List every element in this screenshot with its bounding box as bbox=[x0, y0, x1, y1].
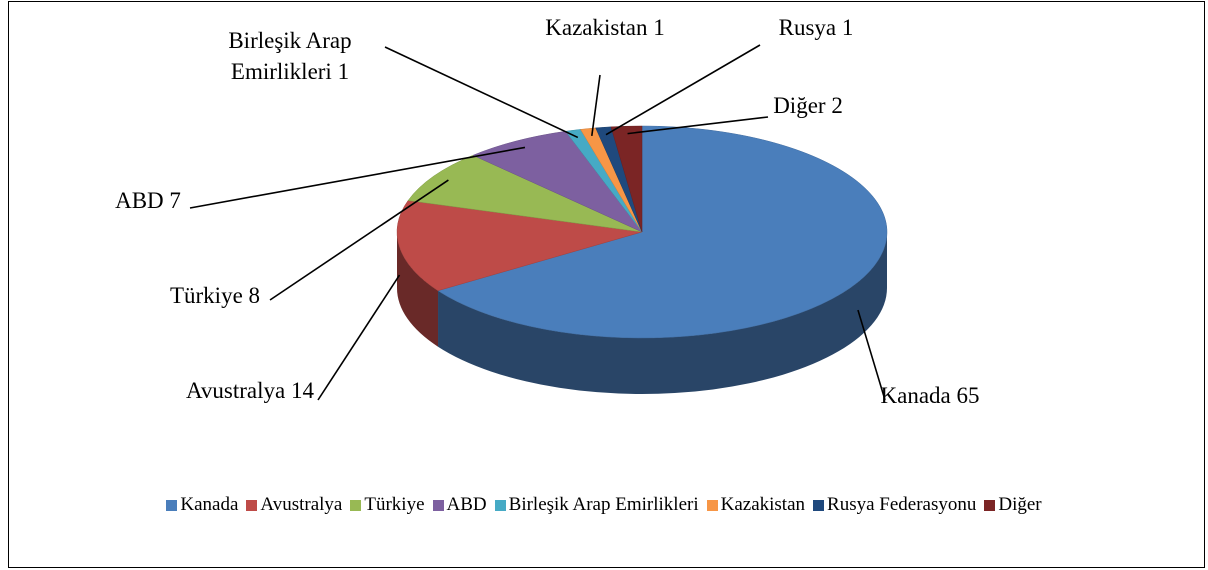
data-label: Diğer 2 bbox=[763, 90, 853, 121]
legend: Kanada Avustralya Türkiye ABD Birleşik Arap … bbox=[0, 494, 1208, 516]
legend-item: Birleşik Arap Emirlikleri bbox=[494, 494, 699, 516]
slice bbox=[396, 200, 643, 291]
data-label-name: Avustralya bbox=[186, 378, 286, 403]
legend-label: Kanada bbox=[180, 494, 239, 515]
leader-line bbox=[627, 116, 769, 135]
slice bbox=[610, 125, 643, 233]
leader-line bbox=[857, 309, 886, 401]
leader-line bbox=[384, 46, 579, 139]
slice-side bbox=[397, 232, 439, 347]
legend-item: Kazakistan bbox=[706, 494, 806, 516]
data-label-value: 8 bbox=[248, 283, 261, 308]
legend-swatch bbox=[432, 499, 444, 511]
data-label-value: 2 bbox=[831, 93, 843, 118]
slice bbox=[437, 125, 888, 339]
legend-item: Avustralya bbox=[246, 494, 342, 516]
legend-item: Diğer bbox=[984, 494, 1042, 516]
legend-item: Türkiye bbox=[350, 494, 425, 516]
legend-swatch bbox=[246, 499, 258, 511]
data-label: Türkiye 8 bbox=[145, 280, 285, 311]
legend-label: Türkiye bbox=[364, 494, 425, 515]
data-label: ABD 7 bbox=[98, 185, 198, 216]
legend-swatch bbox=[706, 499, 718, 511]
data-label: Avustralya 14 bbox=[170, 375, 330, 406]
data-label-name: ABD bbox=[115, 188, 164, 213]
legend-item: Rusya Federasyonu bbox=[813, 494, 976, 516]
data-label: Rusya 1 bbox=[761, 12, 871, 43]
slice-side bbox=[438, 232, 887, 395]
leader-line bbox=[269, 179, 449, 301]
data-label-value: 1 bbox=[337, 59, 350, 84]
legend-label: Avustralya bbox=[260, 494, 343, 515]
legend-swatch bbox=[494, 499, 506, 511]
legend-swatch bbox=[984, 499, 996, 511]
leader-line bbox=[591, 74, 601, 136]
legend-item: Kanada bbox=[166, 494, 238, 516]
data-label: Kazakistan 1 bbox=[530, 12, 680, 43]
data-label-value: 1 bbox=[841, 15, 854, 40]
data-label-value: 1 bbox=[653, 15, 665, 40]
legend-label: Birleşik Arap Emirlikleri bbox=[508, 494, 699, 515]
leader-line bbox=[189, 146, 526, 209]
data-label-name: Türkiye bbox=[169, 283, 243, 308]
legend-swatch bbox=[813, 499, 825, 511]
data-label-name: Birleşik Arap Emirlikleri bbox=[228, 28, 352, 84]
leader-line bbox=[605, 44, 761, 136]
legend-item: ABD bbox=[432, 494, 487, 516]
legend-swatch bbox=[166, 499, 178, 511]
data-label: Kanada 65 bbox=[860, 380, 1000, 411]
legend-label: Rusya Federasyonu bbox=[827, 494, 977, 515]
legend-swatch bbox=[350, 499, 362, 511]
legend-label: Kazakistan bbox=[720, 494, 806, 515]
data-label-name: Kanada bbox=[880, 383, 951, 408]
leader-line bbox=[317, 274, 401, 401]
legend-label: ABD bbox=[446, 494, 487, 515]
data-label-value: 65 bbox=[956, 383, 980, 408]
chart-border bbox=[8, 1, 1205, 568]
data-label-value: 14 bbox=[290, 378, 314, 403]
legend-label: Diğer bbox=[998, 494, 1042, 515]
data-label-name: Rusya bbox=[778, 15, 837, 40]
data-label-value: 7 bbox=[169, 188, 181, 213]
data-label-name: Diğer bbox=[773, 93, 826, 118]
data-label-name: Kazakistan bbox=[545, 15, 648, 40]
data-label: Birleşik Arap Emirlikleri 1 bbox=[195, 25, 385, 87]
